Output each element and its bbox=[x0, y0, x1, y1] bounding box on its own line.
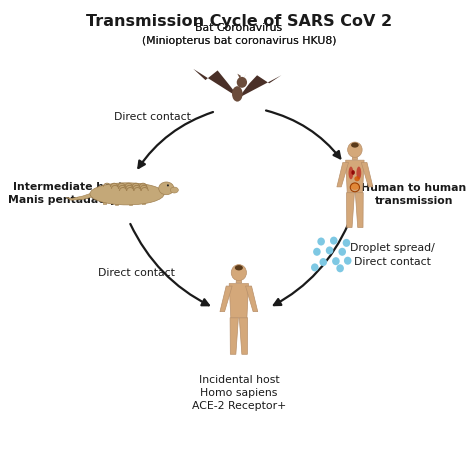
Polygon shape bbox=[220, 286, 232, 312]
Polygon shape bbox=[337, 163, 348, 188]
Polygon shape bbox=[239, 76, 282, 99]
Circle shape bbox=[338, 248, 346, 256]
Circle shape bbox=[317, 238, 325, 246]
Circle shape bbox=[237, 78, 247, 88]
Polygon shape bbox=[230, 318, 238, 354]
Circle shape bbox=[326, 247, 333, 255]
Text: Intermediate host
Manis pentadactyla: Intermediate host Manis pentadactyla bbox=[8, 182, 128, 205]
Polygon shape bbox=[244, 74, 246, 78]
Circle shape bbox=[337, 265, 344, 273]
Text: Human to human
transmission: Human to human transmission bbox=[361, 183, 466, 206]
Polygon shape bbox=[229, 284, 248, 318]
Ellipse shape bbox=[356, 167, 361, 180]
Ellipse shape bbox=[159, 183, 174, 195]
Polygon shape bbox=[237, 74, 241, 79]
Ellipse shape bbox=[232, 87, 243, 102]
Polygon shape bbox=[246, 286, 258, 312]
Polygon shape bbox=[66, 193, 93, 201]
Circle shape bbox=[231, 265, 246, 281]
Circle shape bbox=[330, 237, 337, 245]
Polygon shape bbox=[352, 156, 357, 160]
Ellipse shape bbox=[90, 184, 164, 206]
Polygon shape bbox=[236, 279, 242, 283]
Text: Direct contact: Direct contact bbox=[98, 267, 175, 277]
Polygon shape bbox=[142, 200, 146, 205]
Circle shape bbox=[313, 248, 321, 256]
Circle shape bbox=[343, 239, 350, 247]
Ellipse shape bbox=[355, 177, 360, 182]
Ellipse shape bbox=[235, 266, 243, 271]
Circle shape bbox=[347, 143, 362, 158]
Text: Bat Coronavirus
(Miniopterus bat coronavirus HKU8): Bat Coronavirus (Miniopterus bat coronav… bbox=[142, 23, 336, 46]
Polygon shape bbox=[115, 200, 119, 206]
Polygon shape bbox=[129, 200, 133, 206]
Polygon shape bbox=[193, 69, 239, 99]
Circle shape bbox=[319, 258, 327, 267]
Polygon shape bbox=[356, 193, 363, 228]
Polygon shape bbox=[103, 200, 107, 205]
Text: Direct contact: Direct contact bbox=[114, 111, 191, 121]
Ellipse shape bbox=[348, 167, 353, 180]
Text: Bat Coronavirus
(Miniopterus bat coronavirus HKU8): Bat Coronavirus (Miniopterus bat coronav… bbox=[142, 23, 336, 46]
Polygon shape bbox=[361, 163, 373, 188]
Text: Transmission Cycle of SARS CoV 2: Transmission Cycle of SARS CoV 2 bbox=[86, 14, 392, 29]
Circle shape bbox=[311, 264, 319, 272]
Text: Droplet spread/
Direct contact: Droplet spread/ Direct contact bbox=[350, 243, 435, 266]
Ellipse shape bbox=[351, 171, 355, 175]
Text: Incidental host
Homo sapiens
ACE-2 Receptor+: Incidental host Homo sapiens ACE-2 Recep… bbox=[191, 374, 286, 410]
Circle shape bbox=[332, 258, 340, 266]
Ellipse shape bbox=[351, 143, 359, 148]
Polygon shape bbox=[346, 161, 364, 193]
Circle shape bbox=[167, 185, 169, 187]
Ellipse shape bbox=[170, 188, 178, 193]
Polygon shape bbox=[346, 193, 355, 228]
Polygon shape bbox=[239, 318, 247, 354]
Ellipse shape bbox=[350, 184, 359, 190]
Circle shape bbox=[344, 257, 352, 265]
